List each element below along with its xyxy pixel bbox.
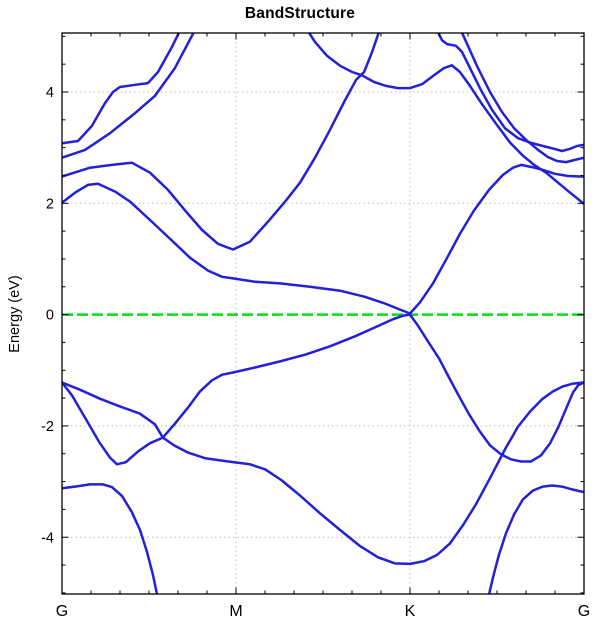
y-tick-label: 2 — [46, 196, 54, 212]
band-curve-band-KG-2 — [460, 33, 584, 164]
x-tick-label-M: M — [229, 603, 242, 620]
band-curve-valence-KG-dip — [408, 313, 584, 463]
band-curve-pi-star-dirac-dome — [62, 163, 584, 315]
x-tick-label-K: K — [405, 603, 416, 620]
band-curve-sigma-parabola-M — [62, 33, 380, 251]
band-curve-sigma-bottom-right — [487, 484, 584, 594]
x-tick-label-G: G — [578, 603, 590, 620]
plot-title: BandStructure — [244, 5, 356, 22]
y-tick-label: -2 — [41, 419, 54, 435]
y-tick-label: 4 — [46, 85, 54, 101]
x-tick-label-G: G — [56, 603, 68, 620]
band-curve-sigma-star-2 — [62, 33, 195, 159]
band-curve-sigma-star-1 — [62, 33, 181, 145]
y-tick-label: 0 — [46, 308, 54, 324]
y-tick-label: -4 — [41, 530, 54, 546]
band-curve-sigma-valence-deep — [62, 381, 584, 566]
band-curve-band-KG-step — [437, 33, 584, 153]
band-curve-sigma-bottom-left — [62, 483, 159, 594]
band-curve-pi-valence — [62, 313, 412, 466]
band-curve-band-top-MK-Kmin — [307, 33, 584, 206]
